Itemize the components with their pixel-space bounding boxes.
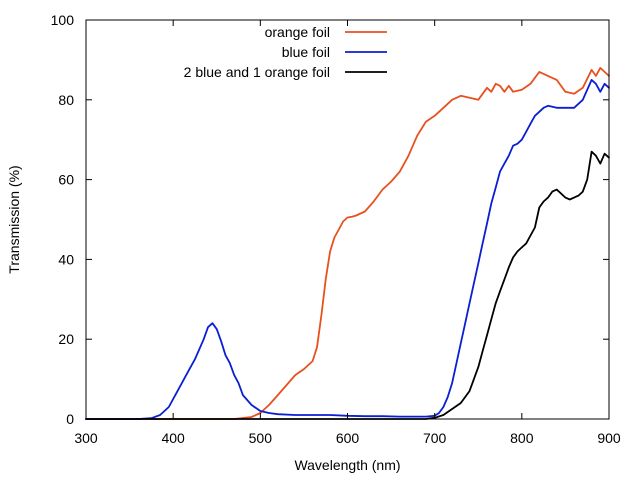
series-line-1 xyxy=(85,67,610,420)
x-tick-label: 700 xyxy=(423,430,447,446)
y-tick-label: 40 xyxy=(58,251,74,267)
x-tick-label: 800 xyxy=(510,430,534,446)
y-tick-label: 60 xyxy=(58,172,74,188)
series-line-3 xyxy=(85,150,610,420)
series-line-2 xyxy=(85,79,610,420)
y-tick-label: 80 xyxy=(58,92,74,108)
y-tick-label: 20 xyxy=(58,331,74,347)
ticks-layer: 300 400 500 600 700 800 900 0 20 40 60 80 100 xyxy=(51,12,621,446)
x-tick-label: 400 xyxy=(161,430,185,446)
y-tick-label: 100 xyxy=(51,12,75,28)
y-axis-label: Transmission (%) xyxy=(6,165,22,273)
legend-label-1: orange foil xyxy=(265,24,330,40)
plot-frame xyxy=(85,19,610,420)
x-tick-label: 900 xyxy=(597,430,621,446)
x-tick-label: 500 xyxy=(249,430,273,446)
series-layer xyxy=(85,67,610,420)
legend: orange foil blue foil 2 blue and 1 orange … xyxy=(184,24,387,80)
legend-label-3: 2 blue and 1 orange foil xyxy=(184,64,330,80)
legend-label-2: blue foil xyxy=(282,44,330,60)
x-axis-label: Wavelength (nm) xyxy=(294,457,400,473)
y-tick-label: 0 xyxy=(66,411,74,427)
x-tick-label: 300 xyxy=(74,430,98,446)
x-tick-label: 600 xyxy=(336,430,360,446)
